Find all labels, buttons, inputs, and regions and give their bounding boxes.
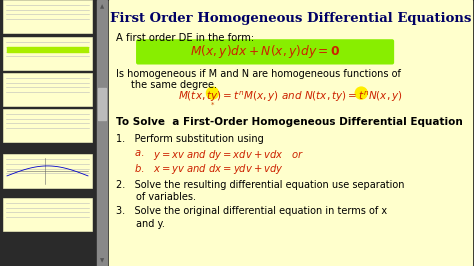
Bar	[3, 0, 92, 33]
Text: $a.$: $a.$	[135, 148, 145, 158]
Circle shape	[356, 87, 367, 99]
Bar	[109, 0, 472, 266]
Text: $b.$: $b.$	[135, 162, 145, 174]
Text: ▲: ▲	[100, 4, 104, 9]
Text: 2.   Solve the resulting differential equation use separation: 2. Solve the resulting differential equa…	[116, 180, 405, 190]
Bar	[3, 109, 92, 142]
Bar	[3, 154, 92, 188]
Text: and y.: and y.	[136, 219, 165, 229]
Text: *: *	[211, 102, 214, 108]
Bar	[3, 73, 92, 106]
Text: $M(x, y)dx + N(x, y)dy = \mathbf{0}$: $M(x, y)dx + N(x, y)dy = \mathbf{0}$	[190, 43, 340, 60]
Text: $y = xv$ and $dy = xdv + vdx$   or: $y = xv$ and $dy = xdv + vdx$ or	[153, 148, 303, 162]
Bar	[7, 47, 88, 52]
Text: of variables.: of variables.	[136, 192, 196, 202]
Bar	[98, 88, 106, 120]
Circle shape	[207, 87, 219, 99]
Bar	[2, 36, 93, 72]
Text: $x = yv$ and $dx = ydv + vdy$: $x = yv$ and $dx = ydv + vdy$	[153, 162, 283, 176]
Bar	[3, 37, 92, 70]
Text: the same degree.: the same degree.	[131, 80, 217, 90]
Bar	[0, 0, 97, 266]
Bar	[97, 0, 107, 266]
Text: Is homogeneous if M and N are homogeneous functions of: Is homogeneous if M and N are homogeneou…	[116, 69, 401, 79]
Bar	[3, 198, 92, 231]
Text: $M(tx, ty) = t^n M(x, y)$ and $N(tx, ty) = t^n N(x, y)$: $M(tx, ty) = t^n M(x, y)$ and $N(tx, ty)…	[178, 90, 403, 104]
Text: To Solve  a First-Order Homogeneous Differential Equation: To Solve a First-Order Homogeneous Diffe…	[116, 117, 463, 127]
Text: A first order DE in the form:: A first order DE in the form:	[116, 33, 255, 43]
Text: ▼: ▼	[100, 259, 104, 264]
Text: 3.   Solve the original differential equation in terms of x: 3. Solve the original differential equat…	[116, 206, 387, 216]
Text: 1.   Perform substitution using: 1. Perform substitution using	[116, 134, 264, 144]
FancyBboxPatch shape	[136, 39, 394, 65]
Text: First Order Homogeneous Differential Equations: First Order Homogeneous Differential Equ…	[110, 12, 471, 25]
